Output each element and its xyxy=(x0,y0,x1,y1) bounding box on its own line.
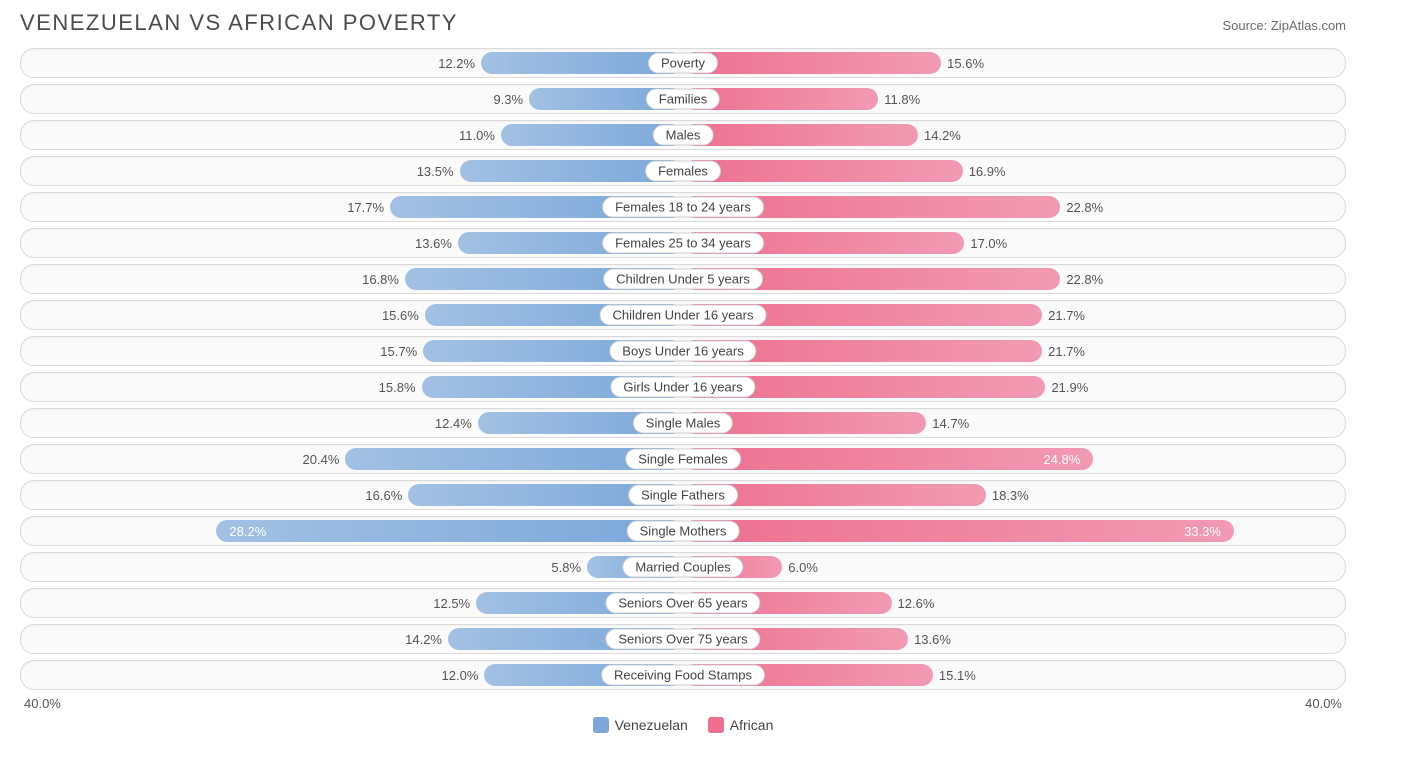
legend-swatch-left xyxy=(593,717,609,733)
bar-right xyxy=(683,520,1234,542)
bar-right xyxy=(683,52,941,74)
x-axis: 40.0% 40.0% xyxy=(20,696,1346,711)
chart-row: 28.2% 33.3% Single Mothers xyxy=(20,516,1346,546)
chart-row: 9.3% 11.8% Families xyxy=(20,84,1346,114)
value-right: 16.9% xyxy=(969,157,1006,185)
axis-right-max: 40.0% xyxy=(1305,696,1342,711)
value-left: 16.8% xyxy=(362,265,399,293)
value-right: 13.6% xyxy=(914,625,951,653)
category-label: Seniors Over 65 years xyxy=(605,593,760,614)
value-left: 12.5% xyxy=(433,589,470,617)
chart-row: 12.5% 12.6% Seniors Over 65 years xyxy=(20,588,1346,618)
chart-row: 16.8% 22.8% Children Under 5 years xyxy=(20,264,1346,294)
chart-header: VENEZUELAN VS AFRICAN POVERTY Source: Zi… xyxy=(20,10,1346,36)
chart-row: 15.7% 21.7% Boys Under 16 years xyxy=(20,336,1346,366)
value-right: 12.6% xyxy=(898,589,935,617)
value-right: 11.8% xyxy=(884,85,920,113)
category-label: Girls Under 16 years xyxy=(610,377,755,398)
chart-source: Source: ZipAtlas.com xyxy=(1222,18,1346,33)
category-label: Females xyxy=(645,161,721,182)
category-label: Boys Under 16 years xyxy=(609,341,756,362)
bar-right xyxy=(683,448,1093,470)
bar-right xyxy=(683,124,918,146)
value-right: 21.7% xyxy=(1048,301,1085,329)
legend: Venezuelan African xyxy=(20,717,1346,733)
value-left: 20.4% xyxy=(303,445,340,473)
category-label: Single Males xyxy=(633,413,733,434)
value-left: 17.7% xyxy=(347,193,384,221)
axis-left-max: 40.0% xyxy=(24,696,61,711)
category-label: Females 18 to 24 years xyxy=(602,197,764,218)
legend-label-right: African xyxy=(730,717,774,733)
category-label: Receiving Food Stamps xyxy=(601,665,765,686)
chart-row: 12.0% 15.1% Receiving Food Stamps xyxy=(20,660,1346,690)
chart-row: 13.5% 16.9% Females xyxy=(20,156,1346,186)
bar-right xyxy=(683,160,963,182)
chart-title: VENEZUELAN VS AFRICAN POVERTY xyxy=(20,10,458,36)
legend-swatch-right xyxy=(708,717,724,733)
chart-row: 13.6% 17.0% Females 25 to 34 years xyxy=(20,228,1346,258)
value-left: 5.8% xyxy=(551,553,581,581)
legend-item-right: African xyxy=(708,717,774,733)
value-right: 33.3% xyxy=(1184,517,1221,545)
category-label: Males xyxy=(653,125,714,146)
category-label: Single Fathers xyxy=(628,485,738,506)
value-left: 11.0% xyxy=(459,121,495,149)
value-left: 13.6% xyxy=(415,229,452,257)
value-right: 17.0% xyxy=(970,229,1007,257)
value-right: 22.8% xyxy=(1066,193,1103,221)
chart-row: 12.4% 14.7% Single Males xyxy=(20,408,1346,438)
value-right: 24.8% xyxy=(1043,445,1080,473)
chart-row: 15.6% 21.7% Children Under 16 years xyxy=(20,300,1346,330)
value-right: 15.1% xyxy=(939,661,976,689)
value-left: 16.6% xyxy=(365,481,402,509)
value-left: 15.8% xyxy=(379,373,416,401)
chart-row: 11.0% 14.2% Males xyxy=(20,120,1346,150)
chart-row: 17.7% 22.8% Females 18 to 24 years xyxy=(20,192,1346,222)
value-right: 22.8% xyxy=(1066,265,1103,293)
value-left: 28.2% xyxy=(229,517,266,545)
chart-row: 16.6% 18.3% Single Fathers xyxy=(20,480,1346,510)
value-left: 12.2% xyxy=(438,49,475,77)
chart-row: 20.4% 24.8% Single Females xyxy=(20,444,1346,474)
value-left: 14.2% xyxy=(405,625,442,653)
value-left: 13.5% xyxy=(417,157,454,185)
chart-row: 12.2% 15.6% Poverty xyxy=(20,48,1346,78)
category-label: Children Under 16 years xyxy=(600,305,767,326)
category-label: Children Under 5 years xyxy=(603,269,763,290)
value-left: 15.6% xyxy=(382,301,419,329)
category-label: Single Females xyxy=(625,449,741,470)
category-label: Single Mothers xyxy=(627,521,740,542)
value-right: 14.7% xyxy=(932,409,969,437)
chart-row: 5.8% 6.0% Married Couples xyxy=(20,552,1346,582)
category-label: Families xyxy=(646,89,720,110)
chart-row: 15.8% 21.9% Girls Under 16 years xyxy=(20,372,1346,402)
diverging-bar-chart: 12.2%15.6%Poverty9.3%11.8%Families11.0%1… xyxy=(20,48,1346,690)
value-left: 15.7% xyxy=(380,337,417,365)
value-left: 12.0% xyxy=(442,661,479,689)
value-right: 18.3% xyxy=(992,481,1029,509)
chart-row: 14.2% 13.6% Seniors Over 75 years xyxy=(20,624,1346,654)
category-label: Married Couples xyxy=(622,557,743,578)
legend-label-left: Venezuelan xyxy=(615,717,688,733)
value-right: 14.2% xyxy=(924,121,961,149)
value-left: 9.3% xyxy=(493,85,523,113)
category-label: Females 25 to 34 years xyxy=(602,233,764,254)
value-right: 21.9% xyxy=(1051,373,1088,401)
value-right: 21.7% xyxy=(1048,337,1085,365)
category-label: Poverty xyxy=(648,53,718,74)
legend-item-left: Venezuelan xyxy=(593,717,688,733)
value-right: 6.0% xyxy=(788,553,818,581)
value-left: 12.4% xyxy=(435,409,472,437)
value-right: 15.6% xyxy=(947,49,984,77)
bar-left xyxy=(216,520,683,542)
category-label: Seniors Over 75 years xyxy=(605,629,760,650)
